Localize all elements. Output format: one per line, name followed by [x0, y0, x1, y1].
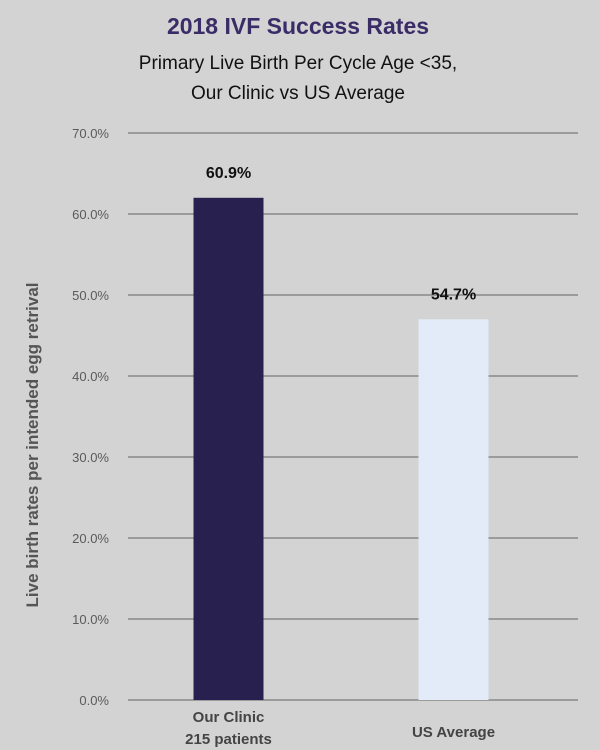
y-tick-label: 60.0%: [72, 207, 109, 222]
category-label: US Average: [412, 724, 495, 741]
bar: [193, 197, 264, 701]
y-tick-label: 30.0%: [72, 450, 109, 465]
chart-title: 2018 IVF Success Rates: [167, 13, 429, 39]
bar: [418, 319, 489, 700]
y-tick-label: 0.0%: [79, 693, 109, 708]
category-label: Our Clinic: [193, 709, 265, 726]
data-labels: 60.9% 54.7%: [206, 165, 476, 303]
category-label: 215 patients: [185, 731, 272, 748]
chart-subtitle-line-1: Primary Live Birth Per Cycle Age <35,: [139, 53, 457, 74]
y-tick-label: 70.0%: [72, 126, 109, 141]
y-tick-label: 10.0%: [72, 612, 109, 627]
bars: [193, 197, 489, 701]
y-tick-labels: 0.0% 10.0% 20.0% 30.0% 40.0% 50.0% 60.0% 70.0%: [72, 126, 109, 708]
data-label: 54.7%: [431, 286, 476, 303]
chart-subtitle-line-2: Our Clinic vs US Average: [191, 83, 405, 104]
data-label: 60.9%: [206, 165, 251, 182]
y-tick-label: 50.0%: [72, 288, 109, 303]
y-tick-label: 20.0%: [72, 531, 109, 546]
y-axis-label: Live birth rates per intended egg retriv…: [23, 283, 42, 608]
category-labels: Our Clinic 215 patients US Average: [185, 709, 495, 748]
y-tick-label: 40.0%: [72, 369, 109, 384]
